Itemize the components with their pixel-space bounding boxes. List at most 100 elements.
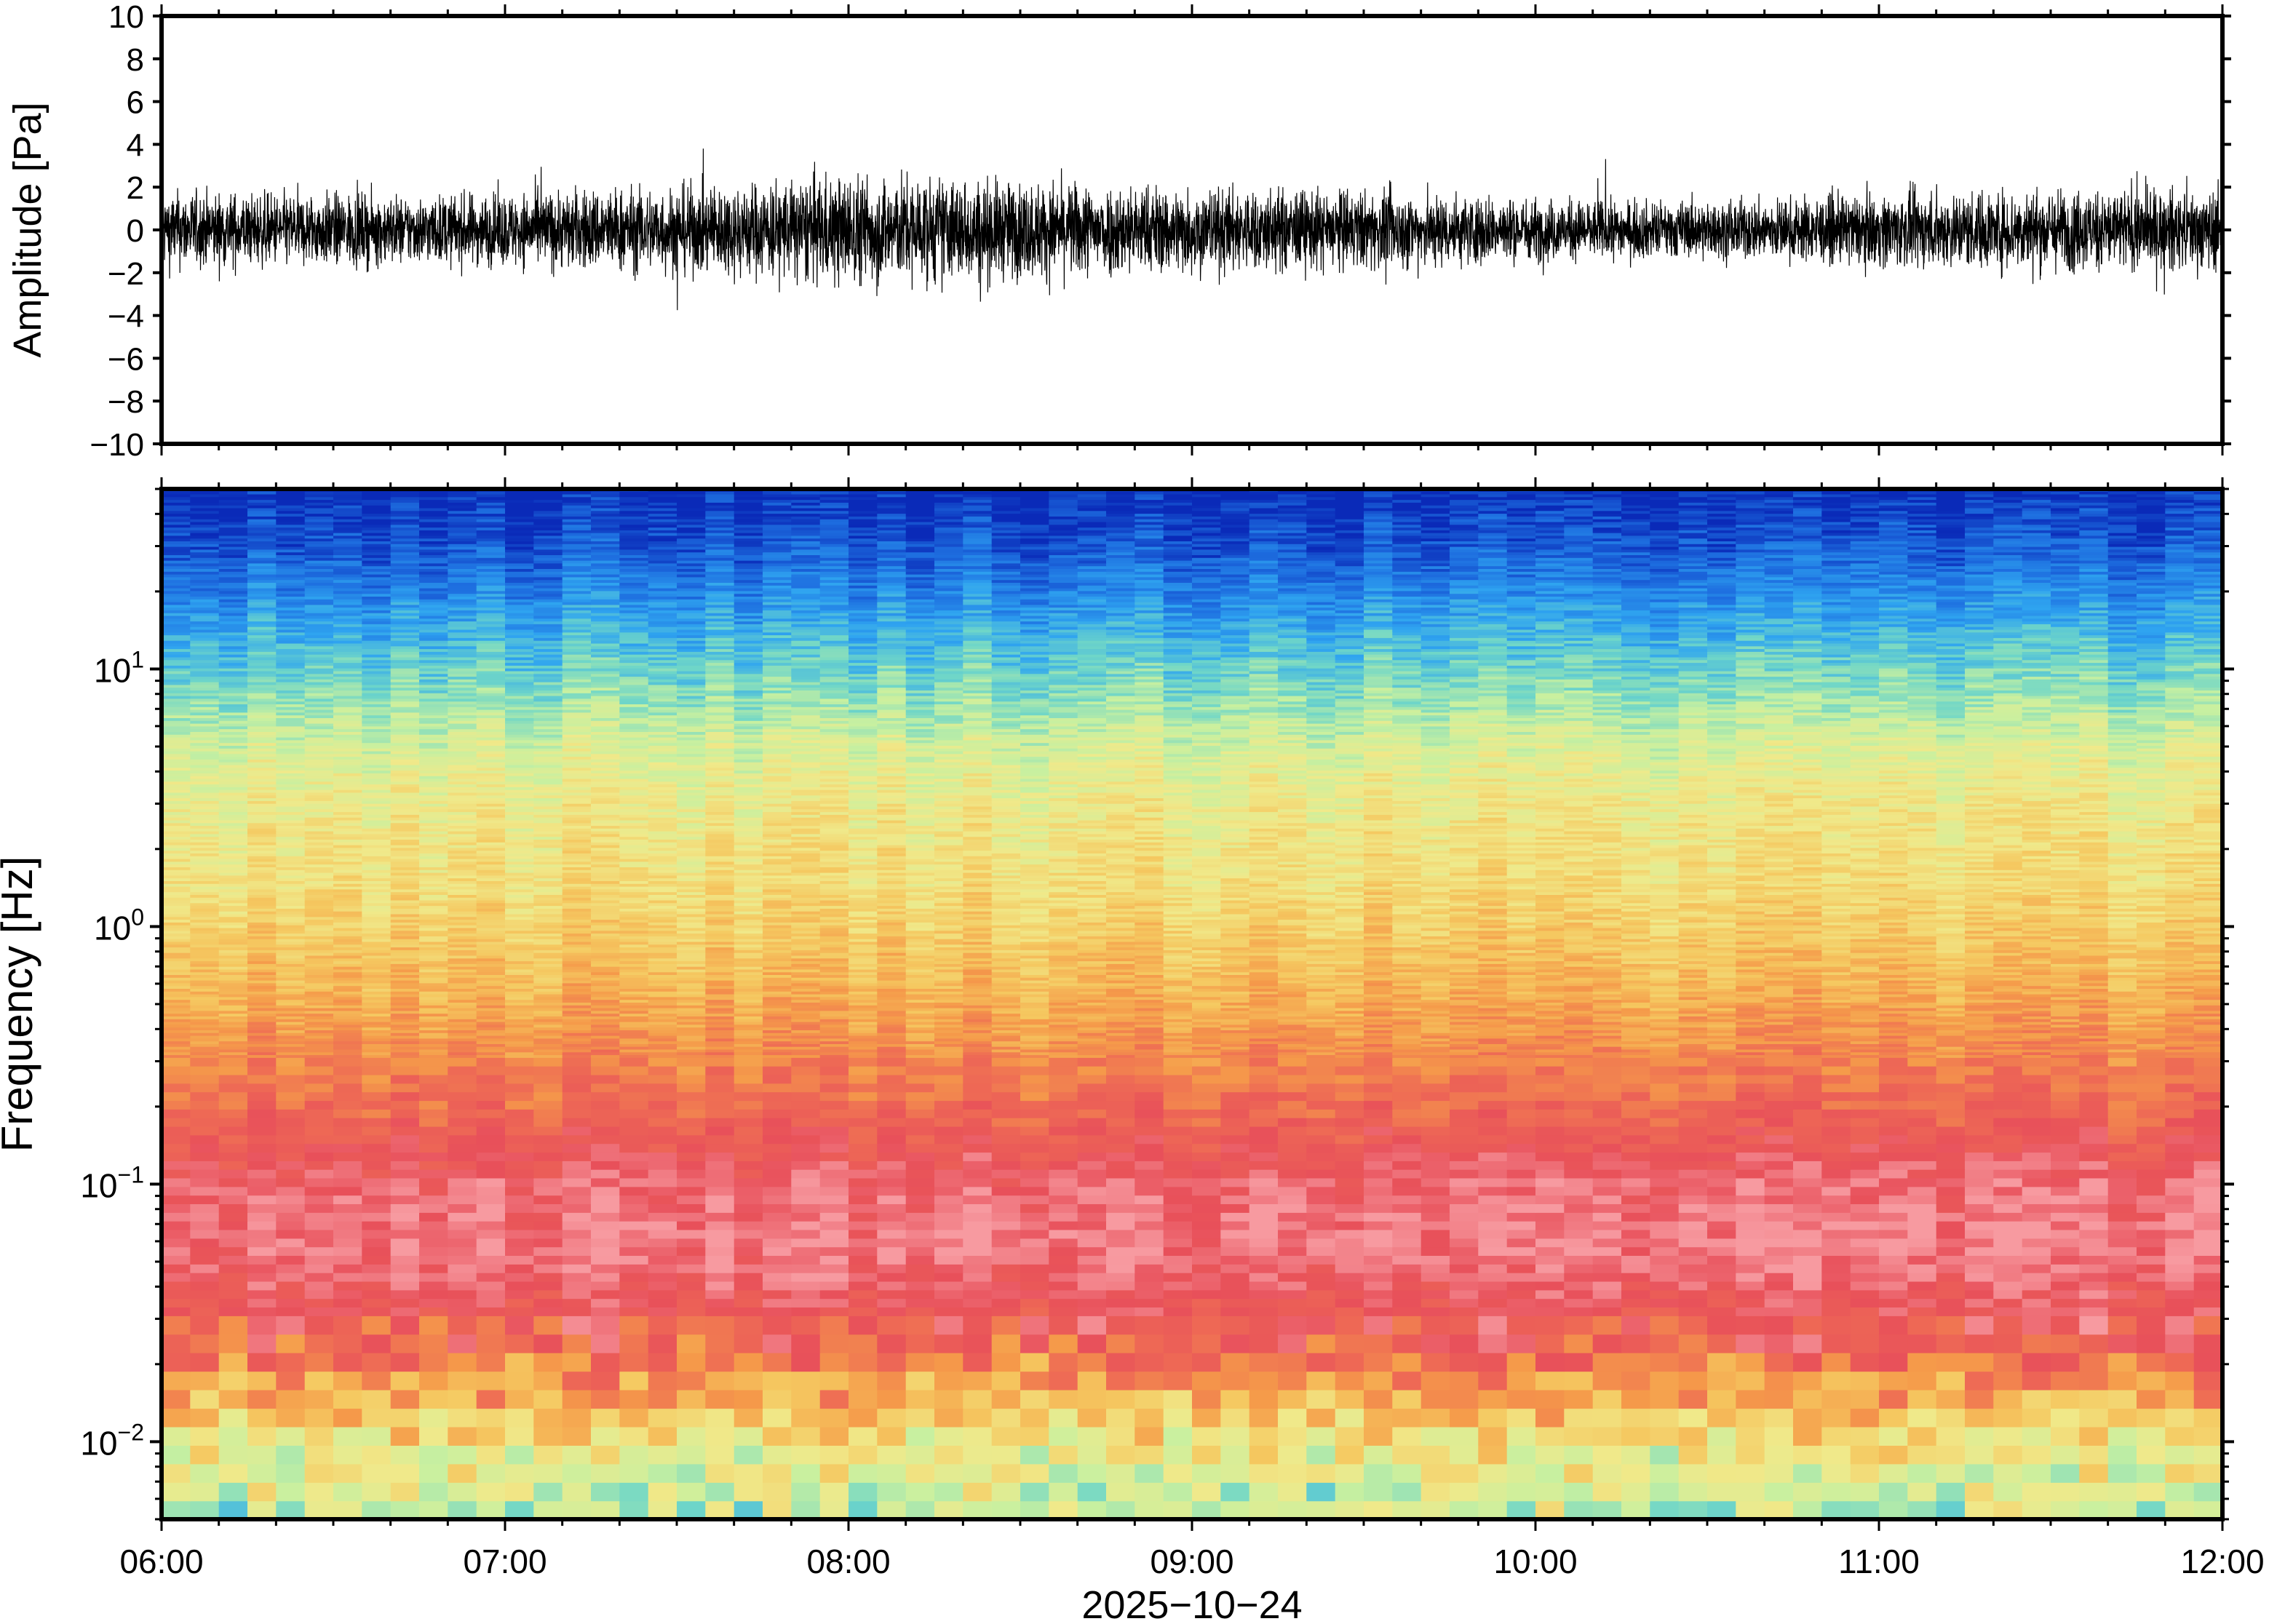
spectrogram-cell [905,1046,935,1050]
spectrogram-cell [1278,1066,1308,1075]
spectrogram-cell [362,1109,392,1118]
spectrogram-cell [1220,1027,1250,1030]
spectrogram-cell [2137,1315,2166,1335]
spectrogram-cell [247,1010,277,1014]
spectrogram-cell [1106,1220,1136,1230]
spectrogram-cell [1850,1109,1880,1118]
spectrogram-cell [1879,1134,1909,1145]
spectrogram-cell [1936,1066,1966,1075]
spectrogram-cell [763,1126,792,1136]
spectrogram-cell [304,1134,334,1145]
spectrogram-cell [2022,1353,2051,1372]
spectrogram-cell [333,1048,363,1053]
spectrogram-cell [991,999,1021,1003]
spectrogram-cell [304,1186,334,1196]
spectrogram-cell [304,1007,334,1011]
spectrogram-cell [1192,1334,1222,1353]
spectrogram-cell [849,1021,878,1025]
spectrogram-cell [2079,1043,2109,1047]
spectrogram-cell [1965,1091,1995,1102]
spectrogram-cell [1821,1057,1851,1067]
spectrogram-cell [1965,1027,1995,1030]
spectrogram-cell [1450,1010,1479,1014]
spectrogram-cell [1392,1010,1422,1014]
spectrogram-cell [162,1482,191,1502]
spectrogram-cell [448,1038,477,1042]
spectrogram-cell [1249,1051,1279,1056]
spectrogram-cell [218,1264,248,1273]
spectrogram-cell [1220,1091,1250,1102]
spectrogram-cell [1621,1024,1651,1028]
spectrogram-cell [2107,996,2137,1000]
spectrogram-cell [648,1220,677,1230]
spectrogram-cell [849,1229,878,1239]
spectrogram-cell [476,1048,506,1053]
spectrogram-cell [1707,1186,1737,1196]
spectrogram-cell [162,1048,191,1053]
spectrogram-cell [763,1463,792,1483]
spectrogram-cell [1879,1298,1909,1307]
spectrogram-cell [1335,1021,1364,1025]
spectrogram-cell [1163,1195,1193,1204]
spectrogram-cell [819,1118,849,1127]
spectrogram-cell [562,1143,592,1153]
spectrogram-cell [1736,1032,1765,1036]
spectrogram-cell [419,1482,449,1502]
spectrogram-cell [1907,1019,1937,1022]
spectrogram-cell [819,996,849,1000]
spectrogram-cell [1364,1100,1394,1110]
spectrogram-cell [877,1272,907,1282]
spectrogram-cell [2137,1426,2166,1446]
spectrogram-cell [562,1035,592,1039]
spectrogram-cell [1850,1051,1880,1056]
spectrogram-cell [1506,1002,1536,1006]
spectrogram-cell [677,1169,707,1179]
spectrogram-cell [2137,1169,2166,1179]
spectrogram-cell [1793,993,1823,998]
spectrogram-cell [619,1054,649,1058]
spectrogram-cell [1678,1032,1708,1036]
spectrogram-cell [705,1074,735,1084]
spectrogram-cell [1278,991,1308,995]
spectrogram-cell [562,1134,592,1145]
spectrogram-cell [1936,1007,1966,1011]
spectrogram-cell [963,991,993,995]
spectrogram-cell [991,1212,1021,1222]
spectrogram-cell [1764,1054,1794,1058]
spectrogram-cell [2165,1126,2195,1136]
spectrogram-cell [1993,1030,2023,1033]
spectrogram-cell [1335,999,1364,1003]
spectrogram-cell [1592,985,1622,989]
spectrogram-cell [1707,1177,1737,1187]
spectrogram-cell [2051,1143,2081,1153]
spectrogram-cell [1478,1005,1508,1008]
spectrogram-cell [1192,1043,1222,1047]
spectrogram-cell [1993,1035,2023,1039]
spectrogram-cell [1106,1109,1136,1118]
spectrogram-cell [1249,1013,1279,1016]
spectrogram-cell [1278,1038,1308,1042]
spectrogram-cell [1278,1229,1308,1239]
spectrogram-cell [2051,991,2081,995]
spectrogram-cell [304,1010,334,1014]
spectrogram-cell [1592,1007,1622,1011]
spectrogram-cell [1592,1307,1622,1316]
spectrogram-cell [1306,1040,1336,1044]
spectrogram-cell [218,1038,248,1042]
spectrogram-cell [734,1212,763,1222]
spectrogram-cell [1535,1054,1565,1058]
spectrogram-cell [1850,991,1880,995]
spectrogram-cell [476,1027,506,1030]
spectrogram-cell [1707,1281,1737,1291]
spectrogram-cell [419,982,449,987]
spectrogram-cell [791,1118,821,1127]
spectrogram-cell [1163,996,1193,1000]
spectrogram-cell [1564,1083,1594,1093]
spectrogram-cell [1335,1091,1364,1102]
spectrogram-cell [734,999,763,1003]
spectrogram-cell [2165,999,2195,1003]
spectrogram-cell [1821,1255,1851,1265]
spectrogram-cell [218,1091,248,1102]
spectrogram-cell [1335,1229,1364,1239]
spectrogram-cell [963,1043,993,1047]
